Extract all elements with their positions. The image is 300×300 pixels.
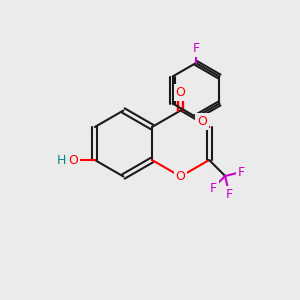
Text: O: O xyxy=(68,154,78,166)
Text: F: F xyxy=(210,182,217,194)
Text: F: F xyxy=(192,43,200,56)
Text: H: H xyxy=(57,154,67,166)
Text: O: O xyxy=(176,170,185,183)
Text: O: O xyxy=(176,86,185,99)
Text: O: O xyxy=(197,115,207,128)
Text: F: F xyxy=(226,188,233,200)
Text: F: F xyxy=(238,166,245,178)
